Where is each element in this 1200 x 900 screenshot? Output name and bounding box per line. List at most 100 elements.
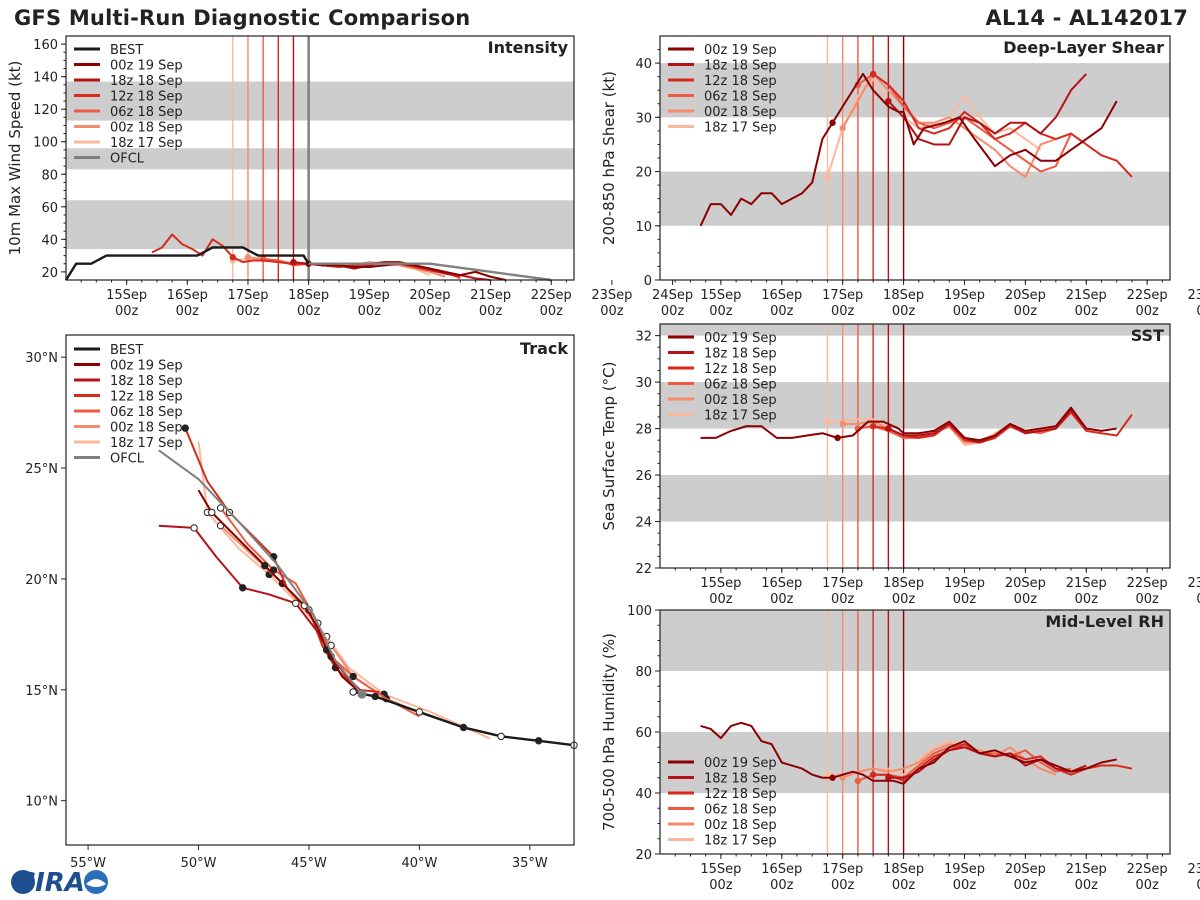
sst-xtick-sublabel: 00z [1014,592,1038,607]
sst-panel: 22242628303215Sep00z16Sep00z17Sep00z18Se… [600,323,1200,607]
shear-xtick-sublabel: 00z [1014,304,1038,319]
shear-series-line [699,72,1118,227]
rh-xtick-sublabel: 00z [1014,878,1038,893]
intensity-series-start-marker [244,254,252,261]
rh-ytick-label: 20 [635,848,652,863]
intensity-xtick-label: 19Sep [349,288,390,303]
track-best-marker [534,737,543,745]
rh-xtick-sublabel: 00z [1135,878,1159,893]
intensity-xtick-sublabel: 00z [297,304,321,319]
shear-xtick-label: 16Sep [761,288,802,303]
rh-legend-label: 00z 18 Sep [704,818,777,833]
track-legend-label: BEST [110,343,143,358]
rh-series-line [888,746,1087,779]
track-title: Track [520,339,568,358]
shear-series-start-marker [839,124,846,132]
rh-ytick-label: 60 [635,726,652,741]
shear-xtick-label: 22Sep [1127,288,1168,303]
intensity-legend-label: 12z 18 Sep [110,90,183,105]
track-best-marker [349,688,357,696]
shear-legend-label: 18z 17 Sep [704,121,777,136]
sst-ytick-label: 28 [635,423,652,438]
rh-series-line [842,743,1057,779]
track-ytick-label: 30°N [25,351,58,366]
intensity-title: Intensity [488,38,569,57]
track-position-marker [181,424,189,432]
sst-band [660,382,1170,429]
intensity-legend-label: 00z 19 Sep [110,59,183,74]
shear-xtick-label: 17Sep [822,288,863,303]
track-legend-label: 00z 18 Sep [110,421,183,436]
sst-series-start-marker [885,425,892,432]
rh-xtick-sublabel: 00z [831,878,855,893]
track-ofcl-line [158,449,363,695]
shear-panel: 01020304015Sep00z16Sep00z17Sep00z18Sep00… [600,35,1200,319]
sst-xtick-label: 19Sep [944,576,985,591]
sst-band [660,475,1170,522]
intensity-ytick-label: 100 [33,136,58,151]
sst-xtick-sublabel: 00z [1075,592,1099,607]
intensity-legend-label: 00z 18 Sep [110,121,183,136]
sst-xtick-label: 22Sep [1127,576,1168,591]
intensity-xtick-label: 23Sep [591,288,632,303]
track-ytick-label: 25°N [25,462,58,477]
logo-globe-icon [11,870,35,894]
intensity-xtick-label: 22Sep [531,288,572,303]
shear-xtick-sublabel: 00z [831,304,855,319]
sst-xtick-sublabel: 00z [831,592,855,607]
intensity-legend-label: BEST [110,43,143,58]
shear-series-line [841,72,1057,178]
sst-legend-label: 18z 18 Sep [704,347,777,362]
sst-legend-label: 12z 18 Sep [704,362,777,377]
rh-xtick-label: 18Sep [883,862,924,877]
intensity-xtick-sublabel: 00z [115,304,139,319]
sst-xtick-label: 21Sep [1066,576,1107,591]
shear-legend-label: 00z 18 Sep [704,105,777,120]
intensity-series-start-marker [290,258,297,266]
track-best-marker [415,708,424,716]
shear-xtick-sublabel: 00z [709,304,733,319]
sst-band [660,324,1170,336]
rh-legend-label: 06z 18 Sep [704,803,777,818]
sst-xtick-sublabel: 00z [1135,592,1159,607]
sst-xtick-label: 17Sep [822,576,863,591]
track-legend-label: OFCL [110,452,145,467]
sst-xtick-sublabel: 00z [892,592,916,607]
sst-legend-label: 06z 18 Sep [704,378,777,393]
rh-legend-label: 18z 17 Sep [704,834,777,849]
intensity-legend-label: 18z 18 Sep [110,74,183,89]
sst-series-start-marker [869,423,877,430]
track-ofcl-start-marker [357,689,367,699]
intensity-xtick-label: 20Sep [409,288,450,303]
shear-xtick-label: 21Sep [1066,288,1107,303]
rh-title: Mid-Level RH [1045,612,1164,631]
rh-xtick-label: 15Sep [700,862,741,877]
shear-ylabel: 200-850 hPa Shear (kt) [600,71,618,245]
intensity-xtick-sublabel: 00z [661,304,685,319]
sst-title: SST [1131,326,1164,345]
sst-xtick-sublabel: 00z [953,592,977,607]
sst-series-line [700,406,1117,442]
shear-xtick-label: 18Sep [883,288,924,303]
intensity-band [66,200,574,250]
intensity-xtick-sublabel: 00z [600,304,624,319]
rh-xtick-label: 21Sep [1066,862,1107,877]
shear-series-start-marker [829,119,836,126]
sst-xtick-label: 15Sep [700,576,741,591]
track-xtick-label: 55°W [70,856,106,871]
figure-title: GFS Multi-Run Diagnostic Comparison [14,6,470,30]
sst-series-start-marker [824,418,831,425]
intensity-legend-label: 18z 17 Sep [110,136,183,151]
sst-series-start-marker [839,420,846,428]
shear-legend-label: 06z 18 Sep [704,90,777,105]
track-legend-label: 18z 17 Sep [110,436,183,451]
shear-xtick-label: 19Sep [944,288,985,303]
shear-ytick-label: 40 [635,57,652,72]
sst-ytick-label: 26 [635,469,652,484]
sst-xtick-sublabel: 00z [709,592,733,607]
intensity-ytick-label: 40 [41,233,58,248]
track-best-marker [371,692,379,701]
track-legend-label: 06z 18 Sep [110,405,183,420]
rh-xtick-label: 22Sep [1127,862,1168,877]
rh-ytick-label: 100 [627,604,652,619]
